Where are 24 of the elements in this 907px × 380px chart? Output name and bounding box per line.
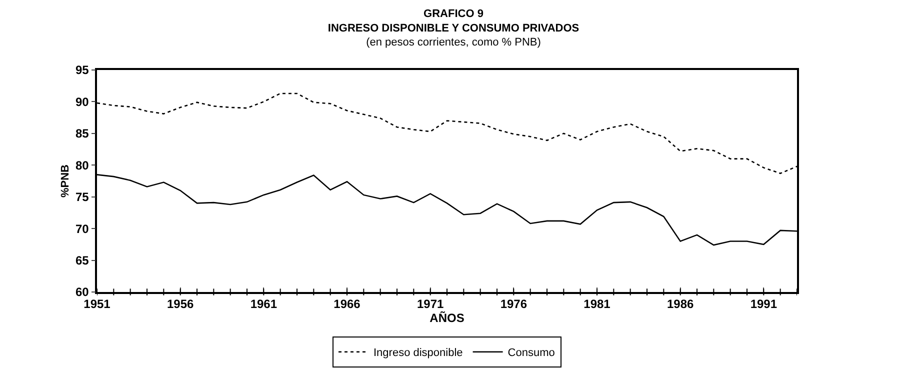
x-axis-title: AÑOS — [430, 311, 464, 326]
x-tick-label: 1981 — [584, 297, 611, 312]
x-tick-label: 1991 — [750, 297, 778, 312]
y-axis-title: %PNB — [60, 164, 72, 198]
y-tick-label: 90 — [75, 94, 90, 109]
y-tick-label: 65 — [75, 253, 90, 268]
y-tick-label: 60 — [75, 285, 90, 300]
y-tick-label: 70 — [75, 222, 90, 236]
text: (en pesos corrientes, como % PNB) — [366, 36, 541, 49]
x-tick-label: 1976 — [500, 297, 528, 312]
legend-label: Ingreso disponible — [374, 347, 463, 360]
chart-title: GRAFICO 9 — [424, 8, 484, 20]
x-tick-label: 1986 — [666, 297, 694, 312]
x-tick-label: 1971 — [416, 297, 444, 312]
x-tick-label: 1951 — [84, 297, 111, 312]
y-tick-label: 80 — [75, 158, 90, 172]
y-tick-label: 95 — [75, 63, 90, 78]
chart-subtitle: INGRESO DISPONIBLE Y CONSUMO PRIVADOS — [328, 22, 580, 34]
y-tick-label: 85 — [75, 126, 90, 141]
y-tick-label: 75 — [75, 190, 90, 204]
x-tick-label: 1966 — [334, 297, 361, 312]
x-tick-label: 1956 — [166, 297, 194, 312]
legend-label: Consumo — [508, 347, 555, 360]
x-tick-label: 1961 — [250, 297, 278, 312]
